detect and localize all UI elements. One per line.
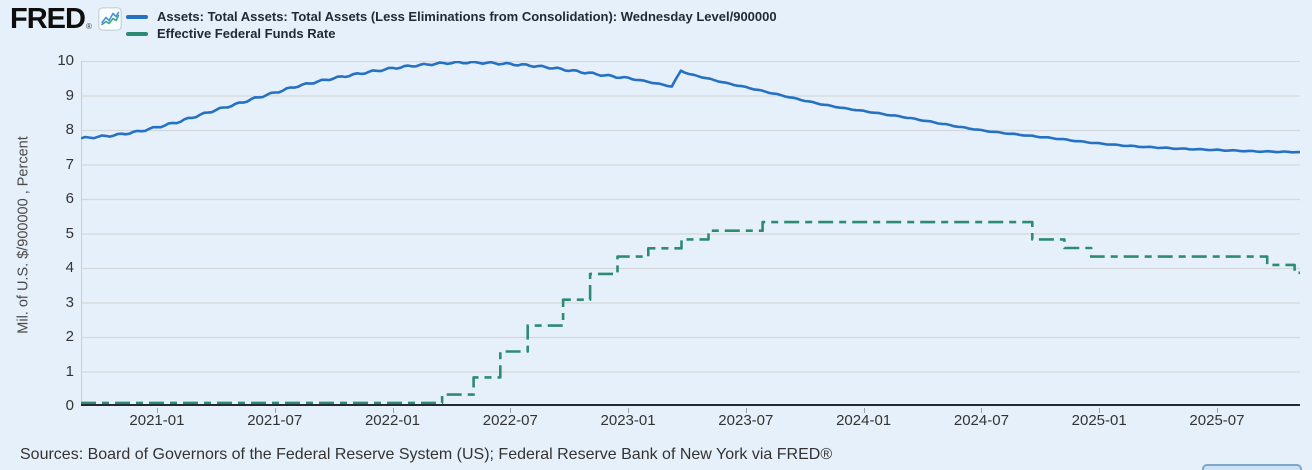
x-tick-label: 2022-01 [364,412,421,429]
fred-logo[interactable]: FRED ® [10,4,122,34]
legend-swatch-icon [126,14,148,19]
x-tick-mark [1099,408,1101,413]
y-tick-label: 7 [65,155,74,173]
legend-item-label: Assets: Total Assets: Total Assets (Less… [157,9,777,24]
y-tick-label: 2 [65,328,74,345]
sparkline-icon [98,7,122,31]
x-tick-mark [274,408,276,413]
x-tick-label: 2025-07 [1189,412,1245,429]
x-tick-label: 2024-07 [953,412,1009,429]
x-tick-label: 2024-01 [836,412,892,429]
chart-legend: Assets: Total Assets: Total Assets (Less… [126,8,777,42]
x-tick-label: 2022-07 [482,412,538,429]
y-tick-label: 10 [57,52,74,69]
fred-logo-text[interactable]: FRED [10,3,86,35]
y-axis-title: Mil. of U.S. $/900000 , Percent [15,136,32,334]
x-tick-mark [1216,408,1218,413]
registered-mark: ® [85,22,92,31]
assets-series-line[interactable] [81,61,1300,154]
x-tick-mark [745,408,747,413]
y-tick-label: 0 [65,397,74,414]
cutoff-button[interactable] [1202,464,1302,470]
plot-svg[interactable] [81,61,1300,406]
y-tick-label: 6 [65,190,74,207]
x-tick-label: 2025-01 [1071,412,1127,429]
x-tick-mark [156,408,158,413]
y-tick-label: 8 [65,121,74,138]
effr-series-line[interactable] [81,220,1300,405]
x-tick-label: 2021-01 [129,412,185,429]
legend-item[interactable]: Effective Federal Funds Rate [126,25,777,42]
y-tick-label: 4 [65,259,74,276]
legend-item-label: Effective Federal Funds Rate [157,26,336,41]
y-tick-label: 1 [65,362,74,380]
legend-item[interactable]: Assets: Total Assets: Total Assets (Less… [126,8,777,25]
legend-swatch-icon [126,31,148,36]
x-tick-mark [392,408,394,413]
x-tick-label: 2023-01 [600,412,656,429]
x-tick-mark [863,408,865,413]
x-tick-label: 2021-07 [247,412,303,429]
sources-text: Sources: Board of Governors of the Feder… [20,446,833,463]
y-tick-label: 5 [65,224,74,242]
x-tick-mark [981,408,983,413]
x-tick-mark [510,408,512,413]
x-tick-label: 2023-07 [718,412,774,429]
y-tick-label: 9 [65,86,74,104]
x-tick-mark [628,408,630,413]
y-tick-label: 3 [65,293,74,311]
